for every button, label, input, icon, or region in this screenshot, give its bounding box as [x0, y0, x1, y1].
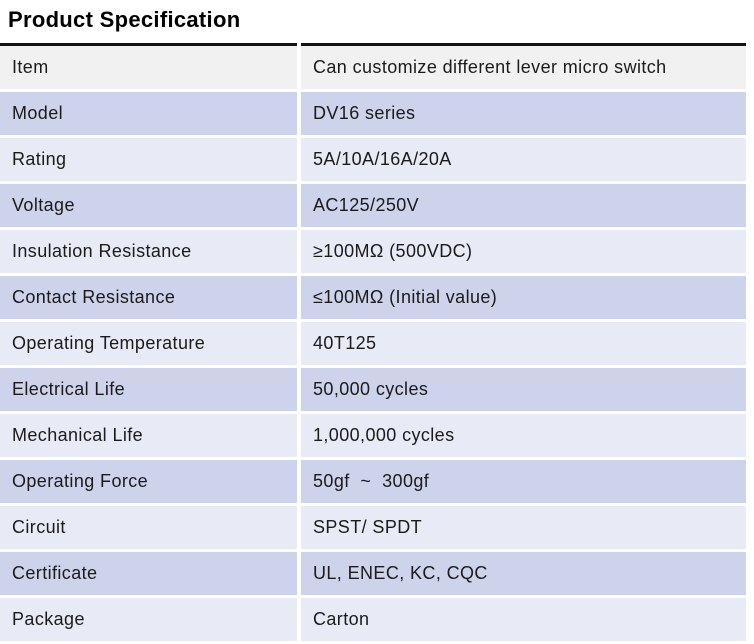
spec-label: Rating — [0, 138, 297, 181]
spec-label: Operating Temperature — [0, 322, 297, 365]
table-row: Operating Temperature 40T125 — [0, 322, 746, 365]
table-row: Certificate UL, ENEC, KC, CQC — [0, 552, 746, 595]
spec-label: Contact Resistance — [0, 276, 297, 319]
spec-label: Circuit — [0, 506, 297, 549]
spec-label: Operating Force — [0, 460, 297, 503]
spec-value: UL, ENEC, KC, CQC — [301, 552, 746, 595]
table-row: Rating 5A/10A/16A/20A — [0, 138, 746, 181]
spec-value: DV16 series — [301, 92, 746, 135]
spec-label: Package — [0, 598, 297, 641]
spec-value: ≥100MΩ (500VDC) — [301, 230, 746, 273]
table-row: Voltage AC125/250V — [0, 184, 746, 227]
spec-value: 50,000 cycles — [301, 368, 746, 411]
spec-value: Carton — [301, 598, 746, 641]
spec-value: ≤100MΩ (Initial value) — [301, 276, 746, 319]
spec-label: Certificate — [0, 552, 297, 595]
table-row: Insulation Resistance ≥100MΩ (500VDC) — [0, 230, 746, 273]
spec-value: 50gf ~ 300gf — [301, 460, 746, 503]
table-row: Package Carton — [0, 598, 746, 641]
spec-label: Item — [0, 43, 297, 89]
spec-value: 40T125 — [301, 322, 746, 365]
table-row: Item Can customize different lever micro… — [0, 43, 746, 89]
spec-table: Item Can customize different lever micro… — [0, 43, 746, 641]
spec-label: Model — [0, 92, 297, 135]
table-row: Operating Force 50gf ~ 300gf — [0, 460, 746, 503]
table-row: Contact Resistance ≤100MΩ (Initial value… — [0, 276, 746, 319]
page-title: Product Specification — [8, 7, 241, 32]
spec-value: AC125/250V — [301, 184, 746, 227]
table-row: Electrical Life 50,000 cycles — [0, 368, 746, 411]
spec-label: Insulation Resistance — [0, 230, 297, 273]
spec-value: SPST/ SPDT — [301, 506, 746, 549]
table-row: Model DV16 series — [0, 92, 746, 135]
spec-label: Mechanical Life — [0, 414, 297, 457]
table-row: Mechanical Life 1,000,000 cycles — [0, 414, 746, 457]
spec-value: Can customize different lever micro swit… — [301, 43, 746, 89]
spec-value: 1,000,000 cycles — [301, 414, 746, 457]
spec-value: 5A/10A/16A/20A — [301, 138, 746, 181]
spec-label: Voltage — [0, 184, 297, 227]
table-row: Circuit SPST/ SPDT — [0, 506, 746, 549]
spec-label: Electrical Life — [0, 368, 297, 411]
